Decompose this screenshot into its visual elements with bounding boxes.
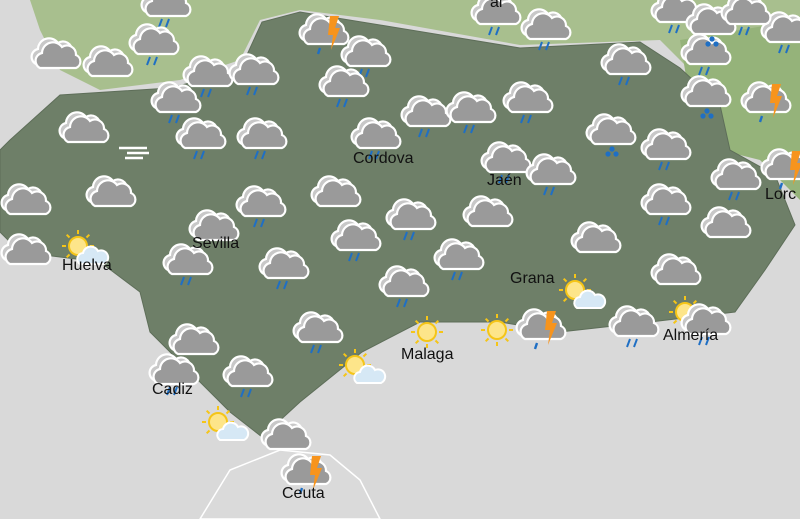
rain-cloud-icon bbox=[520, 5, 572, 53]
city-label-malaga: Malaga bbox=[401, 346, 454, 363]
cloud-icon bbox=[700, 203, 752, 251]
thunderstorm-icon bbox=[298, 10, 350, 58]
thunderstorm-icon bbox=[280, 450, 332, 498]
rain-cloud-icon bbox=[235, 182, 287, 230]
snow-cloud-icon bbox=[685, 0, 737, 48]
cloud-icon bbox=[260, 415, 312, 463]
rain-cloud-icon bbox=[330, 216, 382, 264]
cloud-icon bbox=[650, 250, 702, 298]
sun-cloud-icon bbox=[198, 402, 250, 450]
city-label-granada: Grana bbox=[510, 270, 555, 287]
rain-cloud-icon bbox=[640, 180, 692, 228]
cloud-icon bbox=[85, 172, 137, 220]
city-label-partial: al bbox=[490, 0, 503, 11]
city-label-ceuta: Ceuta bbox=[282, 485, 325, 502]
rain-cloud-icon bbox=[150, 78, 202, 126]
thunderstorm-icon bbox=[515, 305, 567, 353]
rain-cloud-icon bbox=[228, 50, 280, 98]
rain-cloud-icon bbox=[470, 0, 522, 38]
thunderstorm-icon bbox=[760, 145, 800, 193]
rain-cloud-icon bbox=[640, 125, 692, 173]
rain-cloud-icon bbox=[680, 30, 732, 78]
rain-cloud-icon bbox=[222, 352, 274, 400]
rain-cloud-icon bbox=[600, 40, 652, 88]
rain-cloud-icon bbox=[720, 0, 772, 38]
sun-cloud-icon bbox=[555, 270, 607, 318]
city-label-sevilla: Sevilla bbox=[192, 235, 240, 252]
cloud-icon bbox=[570, 218, 622, 266]
sun-cloud-icon bbox=[58, 226, 110, 274]
cloud-icon bbox=[58, 108, 110, 156]
sun-icon bbox=[405, 312, 457, 360]
rain-cloud-icon bbox=[140, 0, 192, 30]
cloud-icon bbox=[188, 206, 240, 254]
rain-cloud-icon bbox=[148, 350, 200, 398]
snow-cloud-icon bbox=[680, 72, 732, 120]
rain-cloud-icon bbox=[525, 150, 577, 198]
rain-cloud-icon bbox=[433, 235, 485, 283]
sun-cloud-icon bbox=[335, 345, 387, 393]
cloud-icon bbox=[0, 180, 52, 228]
cloud-icon bbox=[310, 172, 362, 220]
city-label-cadiz: Cadiz bbox=[152, 381, 193, 398]
rain-cloud-icon bbox=[445, 88, 497, 136]
city-label-jaen: Jaén bbox=[487, 172, 522, 189]
rain-cloud-icon bbox=[378, 262, 430, 310]
rain-cloud-icon bbox=[258, 244, 310, 292]
city-label-cordova: Cordova bbox=[353, 150, 414, 167]
cloud-icon bbox=[82, 42, 134, 90]
rain-cloud-icon bbox=[680, 300, 732, 348]
snow-cloud-icon bbox=[585, 110, 637, 158]
rain-cloud-icon bbox=[608, 302, 660, 350]
rain-cloud-icon bbox=[400, 92, 452, 140]
rain-cloud-icon bbox=[292, 308, 344, 356]
thunderstorm-icon bbox=[740, 78, 792, 126]
rain-cloud-icon bbox=[480, 138, 532, 186]
rain-cloud-icon bbox=[236, 114, 288, 162]
rain-cloud-icon bbox=[318, 62, 370, 110]
city-label-huelva: Huelva bbox=[62, 257, 112, 274]
rain-cloud-icon bbox=[502, 78, 554, 126]
north-region bbox=[30, 0, 800, 90]
rain-cloud-icon bbox=[710, 155, 762, 203]
cloud-icon bbox=[462, 192, 514, 240]
rain-cloud-icon bbox=[340, 32, 392, 80]
cloud-icon bbox=[0, 230, 52, 278]
city-label-almeria: Almería bbox=[663, 327, 719, 344]
cloud-icon bbox=[30, 34, 82, 82]
sun-icon bbox=[475, 310, 527, 358]
rain-cloud-icon bbox=[350, 114, 402, 162]
rain-cloud-icon bbox=[385, 195, 437, 243]
city-label-lorca: Lorc bbox=[765, 186, 797, 203]
rain-cloud-icon bbox=[128, 20, 180, 68]
rain-cloud-icon bbox=[162, 240, 214, 288]
cloud-icon bbox=[168, 320, 220, 368]
fog-wind-icon bbox=[115, 122, 167, 170]
rain-cloud-icon bbox=[175, 114, 227, 162]
